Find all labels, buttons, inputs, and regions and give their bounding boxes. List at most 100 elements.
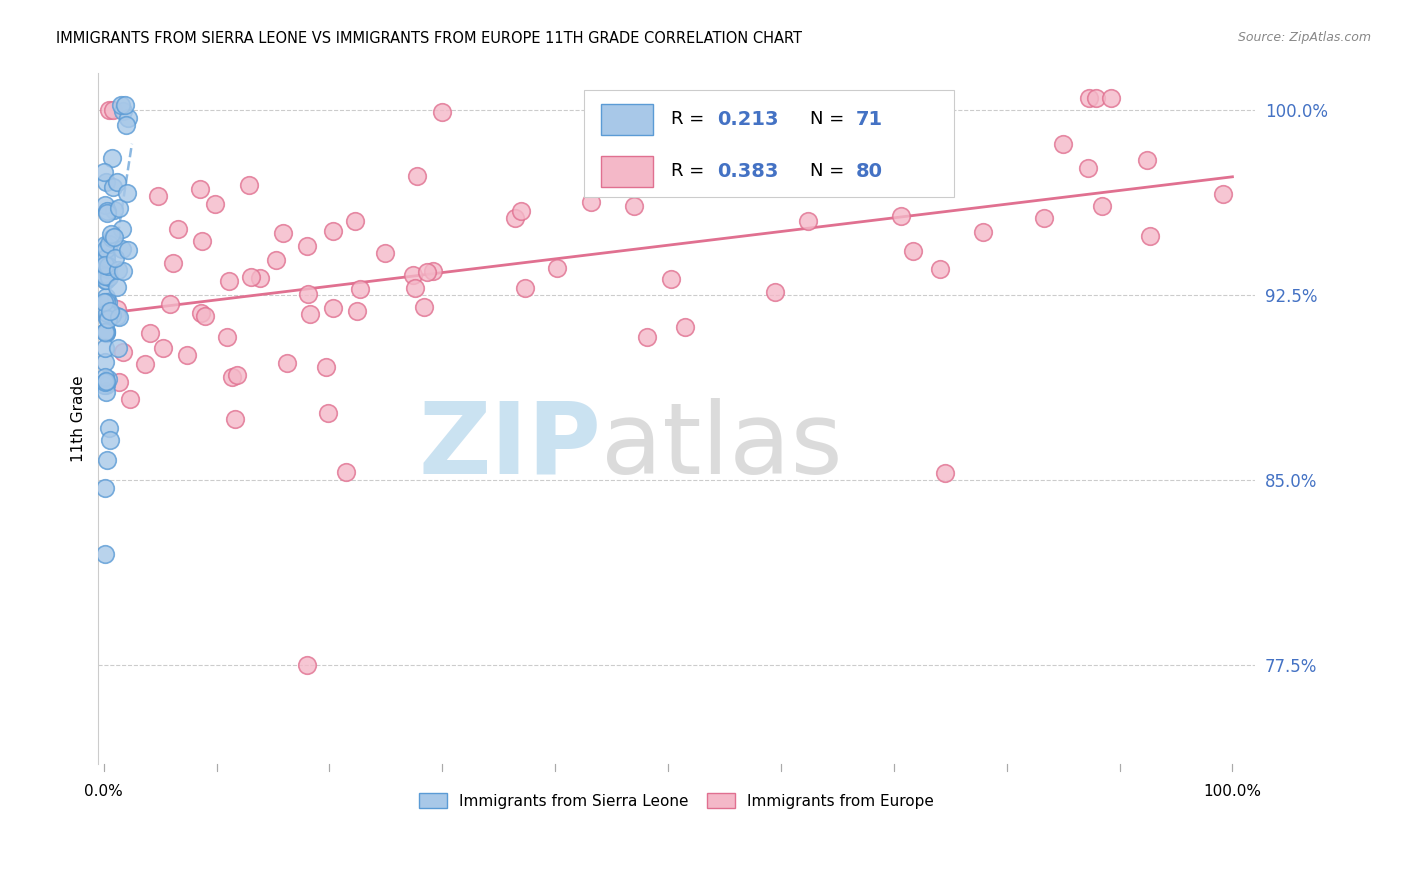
Point [1077, 161, 1099, 176]
Text: N =: N = [810, 162, 849, 180]
Point [96, 306, 118, 320]
Point [96, 290, 118, 304]
Point [374, 246, 396, 260]
Text: N =: N = [810, 111, 849, 128]
FancyBboxPatch shape [602, 104, 654, 136]
Text: 0.0%: 0.0% [84, 783, 124, 798]
Point [416, 265, 439, 279]
Point [422, 263, 444, 277]
Point [93, 378, 115, 392]
Point [221, 369, 243, 384]
Point [101, 308, 124, 322]
Point [890, 209, 912, 223]
Point [972, 226, 994, 240]
Point [1101, 90, 1123, 104]
Point [108, 201, 131, 215]
Point [928, 176, 950, 190]
Point [117, 243, 139, 257]
Point [903, 244, 925, 259]
Point [1136, 153, 1159, 167]
Point [190, 306, 212, 320]
Point [93, 267, 115, 281]
Text: atlas: atlas [602, 398, 844, 494]
Point [107, 262, 129, 277]
Point [97, 295, 120, 310]
Point [111, 103, 134, 118]
Point [1084, 90, 1107, 104]
Point [401, 268, 423, 282]
Point [96, 310, 118, 325]
Point [346, 304, 368, 318]
Point [93, 255, 115, 269]
Point [94, 374, 117, 388]
Text: R =: R = [671, 111, 710, 128]
Point [108, 375, 131, 389]
Point [108, 310, 131, 325]
Point [1032, 211, 1054, 225]
Point [110, 222, 132, 236]
Point [97, 262, 120, 277]
Point [763, 285, 786, 299]
Point [404, 280, 426, 294]
Point [96, 326, 118, 340]
Point [96, 295, 118, 310]
Point [225, 368, 247, 382]
Point [93, 295, 115, 310]
Point [97, 312, 120, 326]
Point [97, 270, 120, 285]
Point [94, 238, 117, 252]
Point [96, 206, 118, 220]
Text: 71: 71 [856, 110, 883, 128]
Point [167, 221, 190, 235]
Text: Source: ZipAtlas.com: Source: ZipAtlas.com [1237, 31, 1371, 45]
Text: R =: R = [671, 162, 710, 180]
Point [239, 270, 262, 285]
Point [98, 421, 121, 435]
Point [190, 234, 212, 248]
Point [105, 175, 128, 189]
Text: 0.383: 0.383 [717, 161, 779, 180]
Point [94, 324, 117, 338]
Point [673, 319, 696, 334]
Point [1078, 90, 1101, 104]
Point [93, 197, 115, 211]
Point [111, 264, 134, 278]
Point [93, 273, 115, 287]
Point [94, 325, 117, 339]
Point [93, 257, 115, 271]
Point [94, 176, 117, 190]
Point [224, 412, 246, 426]
Point [295, 239, 318, 253]
Point [107, 341, 129, 355]
Point [138, 326, 160, 340]
Point [194, 310, 217, 324]
Point [94, 547, 117, 561]
Point [94, 482, 117, 496]
Point [98, 237, 121, 252]
Point [217, 330, 239, 344]
Text: 100.0%: 100.0% [1204, 783, 1261, 798]
Point [103, 202, 125, 217]
Point [114, 118, 136, 132]
Point [503, 211, 526, 225]
Point [94, 273, 117, 287]
Point [96, 204, 118, 219]
Point [928, 262, 950, 277]
Point [114, 98, 136, 112]
Point [117, 111, 139, 125]
Point [238, 178, 260, 192]
Point [117, 186, 139, 201]
Point [94, 378, 117, 392]
Point [513, 281, 536, 295]
Point [783, 158, 806, 172]
Point [1091, 199, 1114, 213]
Point [97, 259, 120, 273]
Point [249, 271, 271, 285]
Point [94, 384, 117, 399]
Point [162, 255, 184, 269]
Point [107, 280, 129, 294]
Point [101, 151, 124, 165]
Text: ZIP: ZIP [419, 398, 602, 494]
Point [1212, 187, 1234, 202]
Point [188, 182, 211, 196]
